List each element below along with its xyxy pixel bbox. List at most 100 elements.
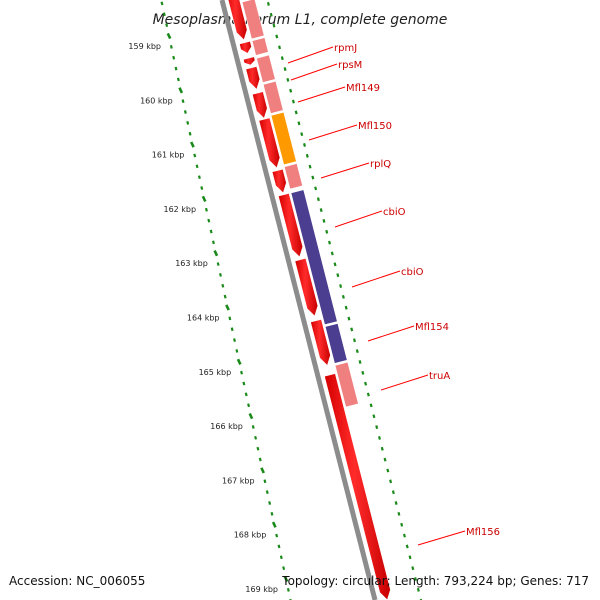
gene-label: Mfl150 (358, 121, 392, 132)
outer-tick (366, 392, 370, 397)
cds-arrow (239, 40, 252, 54)
backbone-line (219, 0, 378, 600)
outer-tick (361, 370, 365, 375)
cds-arrow (278, 193, 303, 258)
label-leader (367, 325, 415, 342)
minor-tick (172, 55, 176, 60)
label-leader (320, 162, 370, 179)
major-tick (271, 521, 277, 528)
label-leader (380, 374, 429, 391)
minor-tick (162, 12, 166, 17)
outer-tick (375, 425, 379, 430)
minor-tick (160, 1, 164, 6)
outer-tick (386, 468, 390, 473)
tick-label: 159 kbp (128, 42, 161, 51)
outer-tick (394, 501, 398, 505)
outer-tick (355, 349, 359, 354)
outer-tick-track (266, 1, 423, 600)
minor-tick (174, 66, 178, 71)
cog-block (283, 163, 303, 190)
outer-tick (414, 577, 418, 581)
outer-tick (350, 327, 354, 332)
outer-tick (280, 56, 284, 61)
label-leader (287, 46, 334, 64)
minor-tick (265, 490, 269, 494)
outer-tick (369, 403, 373, 408)
outer-tick (347, 316, 351, 321)
outer-tick (266, 1, 270, 6)
outer-tick (397, 511, 401, 516)
gene-label: Mfl149 (346, 83, 380, 94)
minor-tick (223, 294, 227, 299)
tick-label: 168 kbp (234, 531, 267, 540)
tick-label: 162 kbp (163, 205, 196, 214)
minor-tick (277, 544, 281, 549)
gene-label: rpsM (338, 60, 362, 71)
outer-tick (377, 436, 381, 440)
minor-tick (188, 131, 192, 136)
outer-tick (303, 143, 307, 147)
label-leader (308, 124, 358, 141)
major-tick (248, 412, 254, 420)
tick-label: 165 kbp (199, 368, 232, 377)
cds-arrow (310, 319, 331, 366)
cds-arrow (258, 117, 281, 169)
minor-tick (244, 392, 248, 397)
minor-tick (197, 175, 201, 180)
major-tick (166, 32, 172, 40)
minor-tick (186, 121, 190, 125)
gene-label-layer: rpmJ rpsM Mfl149 Mfl150 rplQ cbiO cbiO Mfl154 tr… (287, 43, 500, 546)
outer-tick (283, 67, 287, 71)
minor-tick (240, 370, 244, 375)
tick-label: 166 kbp (210, 422, 243, 431)
minor-tick (256, 446, 260, 451)
cds-arrow (271, 168, 287, 194)
outer-tick (416, 587, 420, 592)
major-tick (201, 195, 207, 203)
minor-tick (207, 218, 211, 223)
outer-tick (400, 522, 404, 527)
tick-scale: 159 kbp 160 kbp 161 kbp 162 kbp 163 kbp 164 k… (128, 1, 292, 600)
minor-tick (242, 381, 246, 386)
tick-label: 161 kbp (152, 151, 185, 160)
outer-tick (408, 555, 412, 560)
gene-label: cbiO (383, 207, 406, 218)
outer-tick (389, 479, 393, 484)
major-tick (225, 304, 230, 311)
minor-tick (176, 77, 180, 82)
minor-tick (219, 273, 222, 277)
outer-tick (341, 294, 345, 299)
outer-tick (344, 305, 348, 310)
outer-tick (328, 240, 331, 245)
minor-tick (263, 479, 267, 484)
outer-tick (269, 12, 273, 17)
minor-tick (258, 457, 262, 462)
minor-tick (228, 316, 232, 321)
tick-label: 167 kbp (222, 476, 255, 485)
gene-label: Mfl156 (466, 527, 500, 538)
major-tick (213, 250, 219, 257)
outer-tick (272, 23, 276, 28)
genome-stats-text: Topology: circular; Length: 793,224 bp; … (282, 574, 589, 588)
outer-tick (402, 533, 406, 538)
cds-arrow (252, 91, 268, 119)
label-leader (334, 210, 383, 228)
label-leader (297, 86, 346, 103)
cog-block (290, 189, 338, 326)
gene-label: cbiO (401, 267, 424, 278)
cog-block (262, 80, 284, 114)
major-tick (190, 141, 195, 148)
minor-tick (209, 229, 213, 234)
outer-tick (358, 360, 362, 364)
tick-label: 164 kbp (187, 314, 220, 323)
minor-tick (195, 164, 199, 169)
cog-block (334, 361, 359, 408)
outer-tick (275, 34, 279, 39)
gene-label: truA (429, 371, 450, 382)
tick-label: 160 kbp (140, 96, 173, 105)
outer-tick (364, 381, 368, 386)
minor-tick (254, 435, 258, 440)
minor-tick (270, 511, 274, 516)
